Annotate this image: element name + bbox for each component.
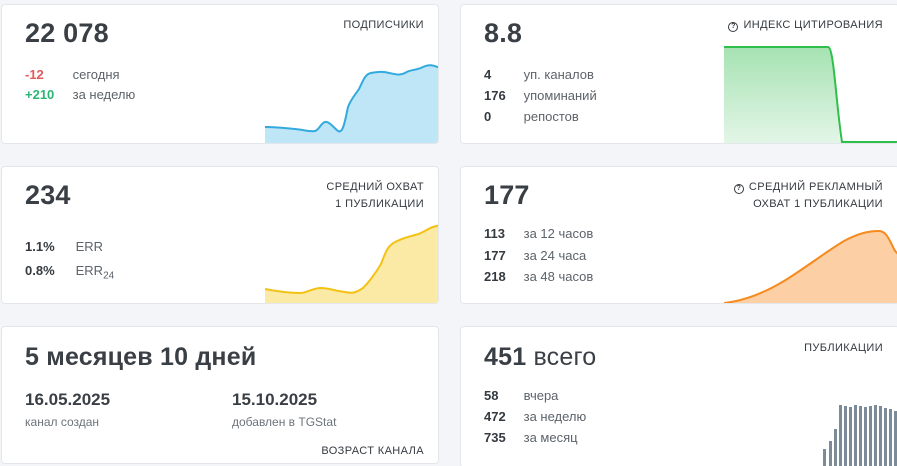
citation-channels-row: 4 уп. каналов bbox=[484, 67, 594, 82]
ad-reach-48h-label: за 48 часов bbox=[523, 269, 594, 284]
err24-value: 0.8% bbox=[25, 263, 55, 278]
citation-sparkline bbox=[724, 46, 897, 143]
ad-reach-sparkline bbox=[724, 229, 897, 303]
publication-bar bbox=[884, 408, 887, 466]
subscribers-today-row: -12 сегодня bbox=[25, 67, 120, 82]
citation-index-value: 8.8 bbox=[484, 18, 523, 48]
publication-bar bbox=[829, 441, 832, 466]
publications-card[interactable]: 451 всего ПУБЛИКАЦИИ 58 вчера 472 за нед… bbox=[460, 326, 897, 466]
ad-reach-sparkline-line bbox=[724, 229, 897, 303]
publication-bar bbox=[823, 449, 826, 466]
publication-bar bbox=[879, 406, 882, 466]
subscribers-label: ПОДПИСЧИКИ bbox=[343, 19, 424, 31]
subscribers-today-label: сегодня bbox=[72, 67, 120, 82]
ad-reach-48h-value: 218 bbox=[484, 269, 506, 284]
publications-month-row: 735 за месяц bbox=[484, 430, 578, 445]
ad-reach-label-line1: СРЕДНИЙ РЕКЛАМНЫЙ bbox=[748, 181, 883, 193]
publications-total: 451 всего bbox=[484, 343, 596, 372]
added-date: 15.10.2025 bbox=[232, 390, 318, 409]
publication-bar bbox=[859, 406, 862, 466]
subscribers-week-row: +210 за неделю bbox=[25, 87, 135, 102]
publications-total-value: 451 bbox=[484, 343, 527, 371]
err-row: 1.1% ERR bbox=[25, 239, 103, 254]
added-label: добавлен в TGStat bbox=[232, 415, 337, 429]
publications-yesterday-value: 58 bbox=[484, 388, 499, 403]
help-icon[interactable]: ? bbox=[728, 22, 739, 32]
publications-week-label: за неделю bbox=[523, 409, 587, 424]
citation-label-wrap: ? ИНДЕКС ЦИТИРОВАНИЯ bbox=[728, 17, 883, 34]
reach-sparkline-line bbox=[265, 224, 438, 295]
channel-age-card[interactable]: 5 месяцев 10 дней 16.05.2025 канал созда… bbox=[1, 326, 439, 464]
reach-value: 234 bbox=[25, 180, 71, 210]
ad-reach-label-line2: ОХВАТ 1 ПУБЛИКАЦИИ bbox=[753, 198, 883, 210]
reach-sparkline bbox=[265, 224, 438, 303]
ad-reach-12h-label: за 12 часов bbox=[523, 226, 594, 241]
citation-reposts-row: 0 репостов bbox=[484, 109, 579, 124]
err-value: 1.1% bbox=[25, 239, 55, 254]
help-icon[interactable]: ? bbox=[733, 184, 744, 194]
publications-yesterday-label: вчера bbox=[523, 388, 559, 403]
publications-month-value: 735 bbox=[484, 430, 506, 445]
ad-reach-24h-label: за 24 часа bbox=[523, 248, 587, 263]
ad-reach-sparkline-area bbox=[724, 231, 897, 303]
ad-reach-12h-value: 113 bbox=[484, 226, 505, 241]
citation-mentions-row: 176 упоминаний bbox=[484, 88, 597, 103]
subscribers-week-label: за неделю bbox=[72, 87, 136, 102]
subscribers-sparkline bbox=[265, 64, 438, 143]
citation-label: ИНДЕКС ЦИТИРОВАНИЯ bbox=[743, 19, 883, 31]
citation-sparkline-line bbox=[724, 46, 897, 143]
publication-bar bbox=[834, 429, 837, 466]
created-label: канал создан bbox=[25, 415, 100, 429]
err-label: ERR bbox=[75, 239, 104, 254]
publications-week-value: 472 bbox=[484, 409, 506, 424]
ad-reach-24h-row: 177 за 24 часа bbox=[484, 248, 586, 263]
channel-age-label: ВОЗРАСТ КАНАЛА bbox=[321, 445, 424, 457]
citation-reposts-value: 0 bbox=[484, 109, 492, 124]
citation-sparkline-area bbox=[724, 47, 897, 143]
citation-mentions-value: 176 bbox=[484, 88, 506, 103]
publications-bars bbox=[823, 405, 897, 466]
publication-bar bbox=[889, 409, 892, 466]
publication-bar bbox=[839, 405, 842, 466]
err24-row: 0.8% ERR24 bbox=[25, 263, 114, 282]
ad-reach-24h-value: 177 bbox=[484, 248, 506, 263]
citation-reposts-label: репостов bbox=[523, 109, 579, 124]
publication-bar bbox=[894, 411, 897, 466]
publication-bar bbox=[874, 405, 877, 466]
citation-mentions-label: упоминаний bbox=[523, 88, 597, 103]
reach-label-wrap: СРЕДНИЙ ОХВАТ 1 ПУБЛИКАЦИИ bbox=[326, 179, 424, 213]
err24-subscript: 24 bbox=[103, 270, 115, 282]
publications-month-label: за месяц bbox=[523, 430, 578, 445]
publication-bar bbox=[869, 406, 872, 466]
publication-bar bbox=[864, 407, 867, 466]
subscribers-today-value: -12 bbox=[25, 67, 44, 82]
citation-channels-value: 4 bbox=[484, 67, 492, 82]
ad-reach-label-wrap: ? СРЕДНИЙ РЕКЛАМНЫЙ ОХВАТ 1 ПУБЛИКАЦИИ bbox=[733, 179, 883, 213]
ad-reach-12h-row: 113 за 12 часов bbox=[484, 226, 593, 241]
publication-bar bbox=[844, 406, 847, 466]
channel-age-value: 5 месяцев 10 дней bbox=[25, 343, 257, 371]
subscribers-count: 22 078 bbox=[25, 18, 109, 48]
err24-label: ERR bbox=[75, 263, 104, 278]
reach-label-line2: 1 ПУБЛИКАЦИИ bbox=[335, 198, 424, 210]
subscribers-card[interactable]: 22 078 ПОДПИСЧИКИ -12 сегодня +210 за не… bbox=[1, 4, 439, 144]
ad-reach-48h-row: 218 за 48 часов bbox=[484, 269, 593, 284]
citation-channels-label: уп. каналов bbox=[523, 67, 594, 82]
ad-reach-card[interactable]: 177 ? СРЕДНИЙ РЕКЛАМНЫЙ ОХВАТ 1 ПУБЛИКАЦИ… bbox=[460, 166, 897, 304]
created-date: 16.05.2025 bbox=[25, 390, 111, 409]
publications-label: ПУБЛИКАЦИИ bbox=[804, 342, 883, 354]
subscribers-week-value: +210 bbox=[25, 87, 55, 102]
reach-card[interactable]: 234 СРЕДНИЙ ОХВАТ 1 ПУБЛИКАЦИИ 1.1% ERR … bbox=[1, 166, 439, 304]
publications-yesterday-row: 58 вчера bbox=[484, 388, 558, 403]
ad-reach-value: 177 bbox=[484, 180, 530, 210]
reach-label-line1: СРЕДНИЙ ОХВАТ bbox=[326, 181, 424, 193]
subscribers-sparkline-area bbox=[265, 65, 438, 143]
subscribers-sparkline-line bbox=[265, 64, 438, 133]
publications-total-suffix: всего bbox=[526, 343, 597, 371]
reach-sparkline-area bbox=[265, 225, 438, 303]
publication-bar bbox=[849, 407, 852, 466]
publication-bar bbox=[854, 405, 857, 466]
publications-week-row: 472 за неделю bbox=[484, 409, 586, 424]
citation-card[interactable]: 8.8 ? ИНДЕКС ЦИТИРОВАНИЯ 4 уп. каналов 17… bbox=[460, 4, 897, 144]
